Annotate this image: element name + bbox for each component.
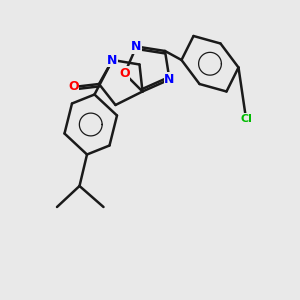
Text: N: N xyxy=(164,73,175,86)
Text: O: O xyxy=(119,67,130,80)
Text: O: O xyxy=(68,80,79,94)
Text: N: N xyxy=(131,40,142,53)
Text: N: N xyxy=(107,53,118,67)
Text: Cl: Cl xyxy=(240,113,252,124)
